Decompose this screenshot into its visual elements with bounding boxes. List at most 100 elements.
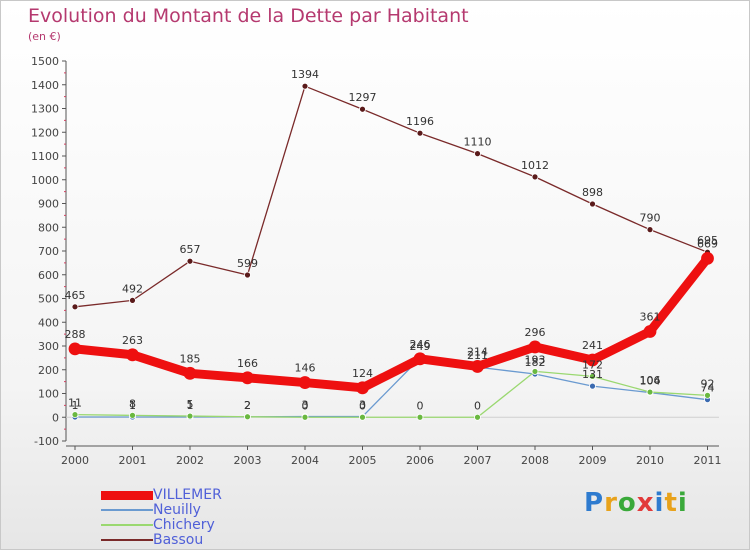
legend-label: Chichery bbox=[153, 517, 215, 533]
data-label: 1297 bbox=[349, 91, 377, 104]
chart-axes: -100010020030040050060070080090010001100… bbox=[31, 55, 722, 467]
y-tick-label: 1300 bbox=[31, 103, 59, 116]
chart-title: Evolution du Montant de la Dette par Hab… bbox=[28, 5, 469, 27]
data-label: 296 bbox=[525, 326, 546, 339]
y-tick-label: 200 bbox=[38, 364, 59, 377]
y-tick-label: -100 bbox=[34, 435, 59, 448]
data-point bbox=[531, 368, 539, 375]
series-chichery bbox=[71, 368, 711, 421]
data-label: 1394 bbox=[291, 68, 319, 81]
data-label: 657 bbox=[180, 243, 201, 256]
data-point bbox=[186, 257, 194, 265]
x-tick-label: 2000 bbox=[61, 454, 89, 467]
data-point bbox=[126, 348, 139, 362]
legend-item-neuilly: Neuilly bbox=[101, 503, 201, 517]
data-label: 8 bbox=[129, 397, 136, 410]
data-label: 172 bbox=[582, 358, 603, 371]
data-label: 131 bbox=[582, 368, 603, 381]
data-point bbox=[186, 412, 194, 420]
data-label: 241 bbox=[582, 339, 603, 352]
data-label: 465 bbox=[65, 289, 86, 302]
data-point bbox=[244, 271, 251, 279]
logo-letter: x bbox=[636, 488, 655, 518]
logo-letter: i bbox=[654, 488, 665, 518]
data-point bbox=[701, 251, 714, 265]
data-label: 0 bbox=[359, 399, 366, 412]
data-label: 1 bbox=[72, 399, 79, 412]
data-label: 361 bbox=[640, 311, 661, 324]
data-point bbox=[129, 296, 136, 304]
data-label: 214 bbox=[467, 345, 488, 358]
data-point bbox=[68, 342, 82, 356]
series-line-bassou bbox=[74, 85, 709, 308]
y-tick-label: 900 bbox=[38, 198, 59, 211]
data-point bbox=[646, 226, 654, 234]
series-bassou bbox=[71, 82, 711, 311]
legend-swatch bbox=[101, 524, 153, 526]
x-tick-label: 2007 bbox=[464, 454, 492, 467]
data-point bbox=[589, 200, 596, 208]
x-tick-label: 2003 bbox=[234, 454, 262, 467]
data-label: 211 bbox=[467, 349, 488, 362]
data-label: 5 bbox=[187, 398, 194, 411]
data-label: 288 bbox=[65, 328, 86, 341]
data-point bbox=[589, 382, 596, 390]
data-point bbox=[586, 353, 599, 367]
y-tick-label: 400 bbox=[38, 316, 59, 329]
data-point bbox=[356, 381, 369, 395]
data-label: 2 bbox=[244, 399, 251, 412]
data-label: 185 bbox=[180, 352, 201, 365]
y-tick-label: 0 bbox=[52, 411, 59, 424]
data-point bbox=[416, 129, 424, 137]
data-point bbox=[528, 340, 542, 354]
data-label: 166 bbox=[237, 357, 258, 370]
data-label: 104 bbox=[640, 375, 661, 388]
legend-item-bassou: Bassou bbox=[101, 533, 203, 547]
logo-letter: o bbox=[617, 488, 637, 518]
data-label: 3 bbox=[302, 399, 309, 412]
legend-swatch bbox=[101, 539, 153, 541]
x-tick-label: 2005 bbox=[349, 454, 377, 467]
data-label: 695 bbox=[697, 234, 718, 247]
data-label: 11 bbox=[68, 397, 82, 410]
x-tick-label: 2010 bbox=[636, 454, 664, 467]
data-label: 246 bbox=[410, 338, 431, 351]
y-tick-label: 1500 bbox=[31, 55, 59, 68]
data-point bbox=[241, 371, 254, 385]
data-point bbox=[359, 105, 366, 113]
data-point bbox=[244, 413, 251, 421]
data-point bbox=[474, 150, 481, 158]
legend-item-villemer: VILLEMER bbox=[101, 488, 222, 502]
series-line-villemer bbox=[70, 253, 712, 393]
x-tick-label: 2008 bbox=[521, 454, 549, 467]
data-point bbox=[589, 372, 596, 380]
data-label: 124 bbox=[352, 367, 373, 380]
data-label: 492 bbox=[122, 282, 143, 295]
logo-letter: r bbox=[604, 488, 618, 518]
y-tick-label: 600 bbox=[38, 269, 59, 282]
data-label: 2 bbox=[244, 399, 251, 412]
y-tick-label: 1400 bbox=[31, 79, 59, 92]
data-point bbox=[416, 413, 424, 421]
y-tick-label: 1100 bbox=[31, 150, 59, 163]
logo-letter: i bbox=[677, 488, 688, 518]
x-tick-label: 2001 bbox=[119, 454, 147, 467]
data-point bbox=[474, 413, 481, 421]
x-tick-label: 2004 bbox=[291, 454, 319, 467]
data-labels-layer: 465 4926575991394129711961110101289879069… bbox=[65, 68, 719, 412]
data-label: 790 bbox=[640, 212, 661, 225]
legend-label: Bassou bbox=[153, 532, 204, 548]
y-tick-label: 800 bbox=[38, 221, 59, 234]
data-label: 3 bbox=[359, 399, 366, 412]
data-label: 263 bbox=[122, 334, 143, 347]
data-label: 0 bbox=[474, 399, 481, 412]
data-point bbox=[646, 388, 654, 396]
data-label: 898 bbox=[582, 186, 603, 199]
y-tick-label: 300 bbox=[38, 340, 59, 353]
x-tick-label: 2006 bbox=[406, 454, 434, 467]
data-point bbox=[298, 376, 312, 389]
y-tick-label: 500 bbox=[38, 293, 59, 306]
data-point bbox=[704, 391, 711, 399]
